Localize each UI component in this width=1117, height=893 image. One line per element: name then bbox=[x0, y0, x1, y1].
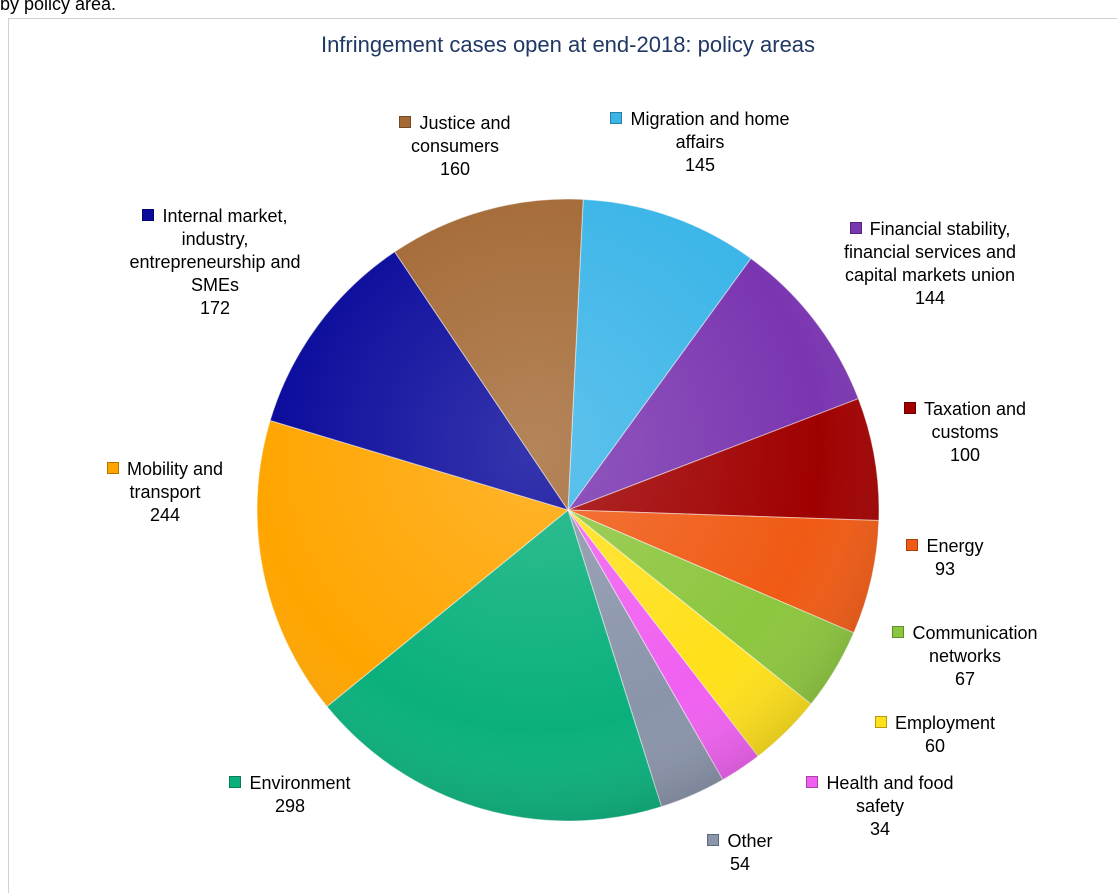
label-name: Mobility and transport bbox=[126, 459, 224, 502]
label-name: Communication networks bbox=[912, 623, 1038, 666]
label-name: Internal market, industry, entrepreneurs… bbox=[129, 206, 301, 295]
label-value: 67 bbox=[954, 669, 976, 689]
label-value: 144 bbox=[914, 288, 946, 308]
legend-swatch bbox=[906, 539, 919, 551]
chart-title: Infringement cases open at end-2018: pol… bbox=[321, 32, 815, 57]
data-label: Energy 93 bbox=[885, 535, 1005, 581]
chart-frame bbox=[8, 18, 1117, 893]
label-name: Justice and consumers bbox=[410, 113, 511, 156]
label-value: 100 bbox=[949, 445, 981, 465]
label-value: 145 bbox=[684, 155, 716, 175]
data-label: Environment 298 bbox=[200, 772, 380, 818]
legend-swatch bbox=[903, 402, 916, 414]
data-label: Mobility and transport 244 bbox=[80, 458, 250, 527]
label-value: 34 bbox=[869, 819, 891, 839]
label-name: Other bbox=[727, 831, 773, 851]
label-value: 160 bbox=[439, 159, 471, 179]
data-label: Taxation and customs 100 bbox=[890, 398, 1040, 467]
label-name: Health and food safety bbox=[826, 773, 954, 816]
label-name: Taxation and customs bbox=[923, 399, 1027, 442]
legend-swatch bbox=[707, 834, 720, 846]
data-label: Communication networks 67 bbox=[878, 622, 1053, 691]
caption-fragment: by policy area. bbox=[0, 0, 117, 14]
label-value: 93 bbox=[934, 559, 956, 579]
data-label: Justice and consumers 160 bbox=[380, 112, 530, 181]
legend-swatch bbox=[849, 222, 862, 234]
legend-swatch bbox=[229, 776, 242, 788]
legend-swatch bbox=[806, 776, 819, 788]
label-value: 172 bbox=[199, 298, 231, 318]
label-value: 298 bbox=[274, 796, 306, 816]
label-name: Environment bbox=[249, 773, 351, 793]
legend-swatch bbox=[874, 716, 887, 728]
data-label: Migration and home affairs 145 bbox=[610, 108, 790, 177]
label-value: 54 bbox=[729, 854, 751, 874]
data-label: Other 54 bbox=[690, 830, 790, 876]
legend-swatch bbox=[892, 626, 905, 638]
label-name: Migration and home affairs bbox=[630, 109, 790, 152]
data-label: Internal market, industry, entrepreneurs… bbox=[120, 205, 310, 320]
label-value: 244 bbox=[149, 505, 181, 525]
label-name: Energy bbox=[926, 536, 984, 556]
label-name: Employment bbox=[894, 713, 996, 733]
data-label: Employment 60 bbox=[860, 712, 1010, 758]
legend-swatch bbox=[610, 112, 623, 124]
legend-swatch bbox=[142, 209, 155, 221]
label-name: Financial stability, financial services … bbox=[843, 219, 1017, 285]
data-label: Financial stability, financial services … bbox=[835, 218, 1025, 310]
label-value: 60 bbox=[924, 736, 946, 756]
legend-swatch bbox=[399, 116, 412, 128]
legend-swatch bbox=[106, 462, 119, 474]
data-label: Health and food safety 34 bbox=[805, 772, 955, 841]
